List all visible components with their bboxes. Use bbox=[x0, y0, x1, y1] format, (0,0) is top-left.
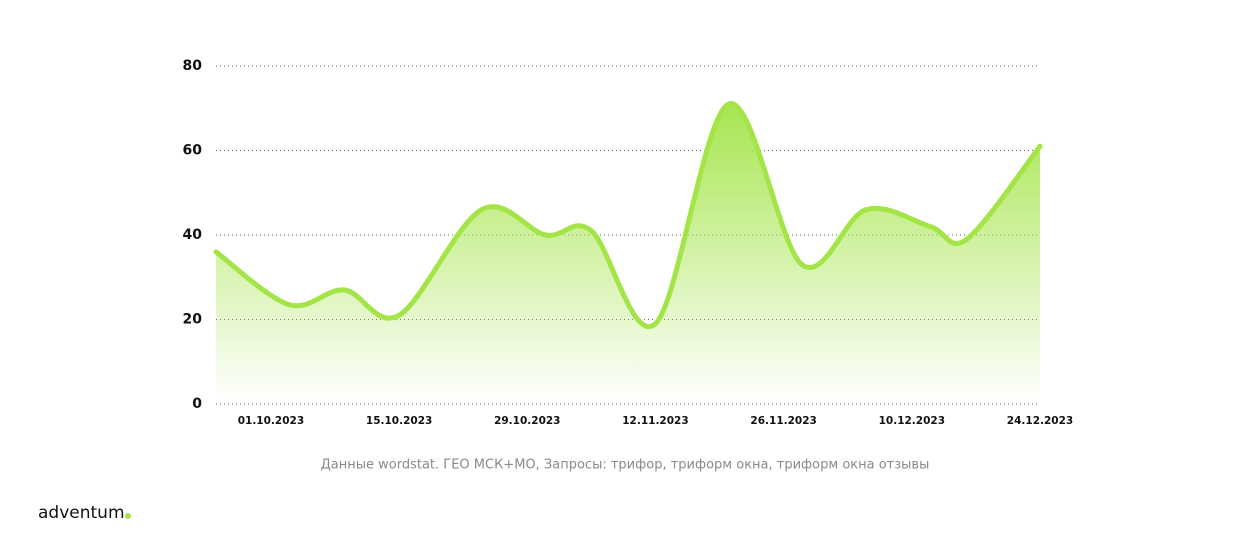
x-tick-label: 15.10.2023 bbox=[366, 415, 432, 427]
area bbox=[216, 103, 1040, 405]
caption: Данные wordstat. ГЕО МСК+МО, Запросы: тр… bbox=[321, 458, 930, 473]
y-tick-label: 80 bbox=[183, 58, 203, 74]
x-tick-label: 26.11.2023 bbox=[750, 415, 816, 427]
x-tick-label: 29.10.2023 bbox=[494, 415, 560, 427]
y-tick-label: 0 bbox=[192, 396, 202, 412]
y-tick-label: 40 bbox=[183, 227, 203, 243]
logo-dot bbox=[125, 513, 131, 519]
y-tick-label: 60 bbox=[183, 143, 203, 159]
line bbox=[213, 101, 1043, 330]
x-tick-label: 10.12.2023 bbox=[879, 415, 945, 427]
x-tick-label: 01.10.2023 bbox=[238, 415, 304, 427]
brand-logo: adventum bbox=[38, 503, 125, 523]
x-tick-label: 12.11.2023 bbox=[622, 415, 688, 427]
y-tick-label: 20 bbox=[183, 312, 203, 328]
x-tick-label: 24.12.2023 bbox=[1007, 415, 1073, 427]
